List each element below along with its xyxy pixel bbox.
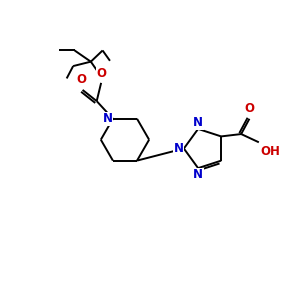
Text: O: O	[97, 67, 107, 80]
Text: N: N	[193, 168, 203, 181]
Text: O: O	[244, 102, 254, 115]
Text: N: N	[193, 116, 203, 129]
Text: N: N	[103, 112, 113, 125]
Text: O: O	[76, 73, 86, 86]
Text: OH: OH	[260, 145, 280, 158]
Text: N: N	[174, 142, 184, 155]
